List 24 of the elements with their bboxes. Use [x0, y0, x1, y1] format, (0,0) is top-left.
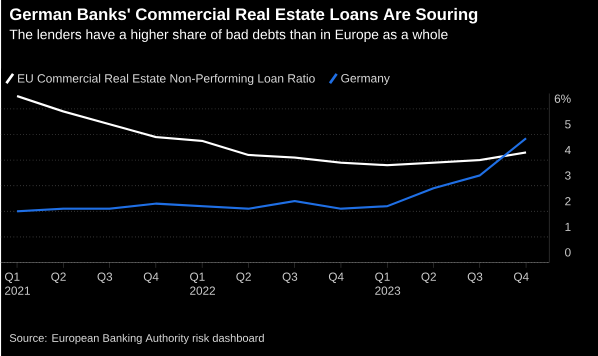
x-tick-label: Q1 2023: [375, 272, 400, 295]
chart-subtitle: The lenders have a higher share of bad debts than in Europe as a whole: [10, 29, 448, 42]
y-tick-label: 3: [565, 171, 571, 180]
x-tick-label: Q1 2022: [190, 272, 216, 295]
legend-label: EU Commercial Real Estate Non-Performing Loan Ratio: [18, 74, 315, 85]
x-tick-label: Q2: [421, 272, 436, 283]
x-tick-label: Q3: [282, 272, 298, 283]
x-tick-label: Q2: [51, 272, 66, 283]
x-tick-label: Q3: [468, 272, 482, 283]
x-tick-label: Q1 2021: [5, 272, 30, 295]
legend-label: Germany: [341, 74, 390, 85]
y-tick-label: 4: [564, 146, 571, 154]
y-tick-label: 1: [566, 222, 571, 231]
y-tick-label: 5: [565, 120, 571, 128]
y-tick-label: 2: [565, 196, 571, 206]
source-note: Source: European Banking Authority risk dashboard: [10, 334, 264, 344]
y-tick-label: 0: [565, 248, 571, 256]
x-tick-label: Q3: [98, 272, 112, 283]
x-tick-label: Q4: [144, 272, 159, 283]
x-tick-label: Q4: [328, 272, 344, 283]
chart-title: German Banks' Commercial Real Estate Loans Are Souring: [10, 8, 478, 24]
x-tick-label: Q4: [514, 272, 529, 283]
y-tick-label: 6%: [554, 94, 571, 103]
x-tick-label: Q2: [236, 272, 251, 283]
